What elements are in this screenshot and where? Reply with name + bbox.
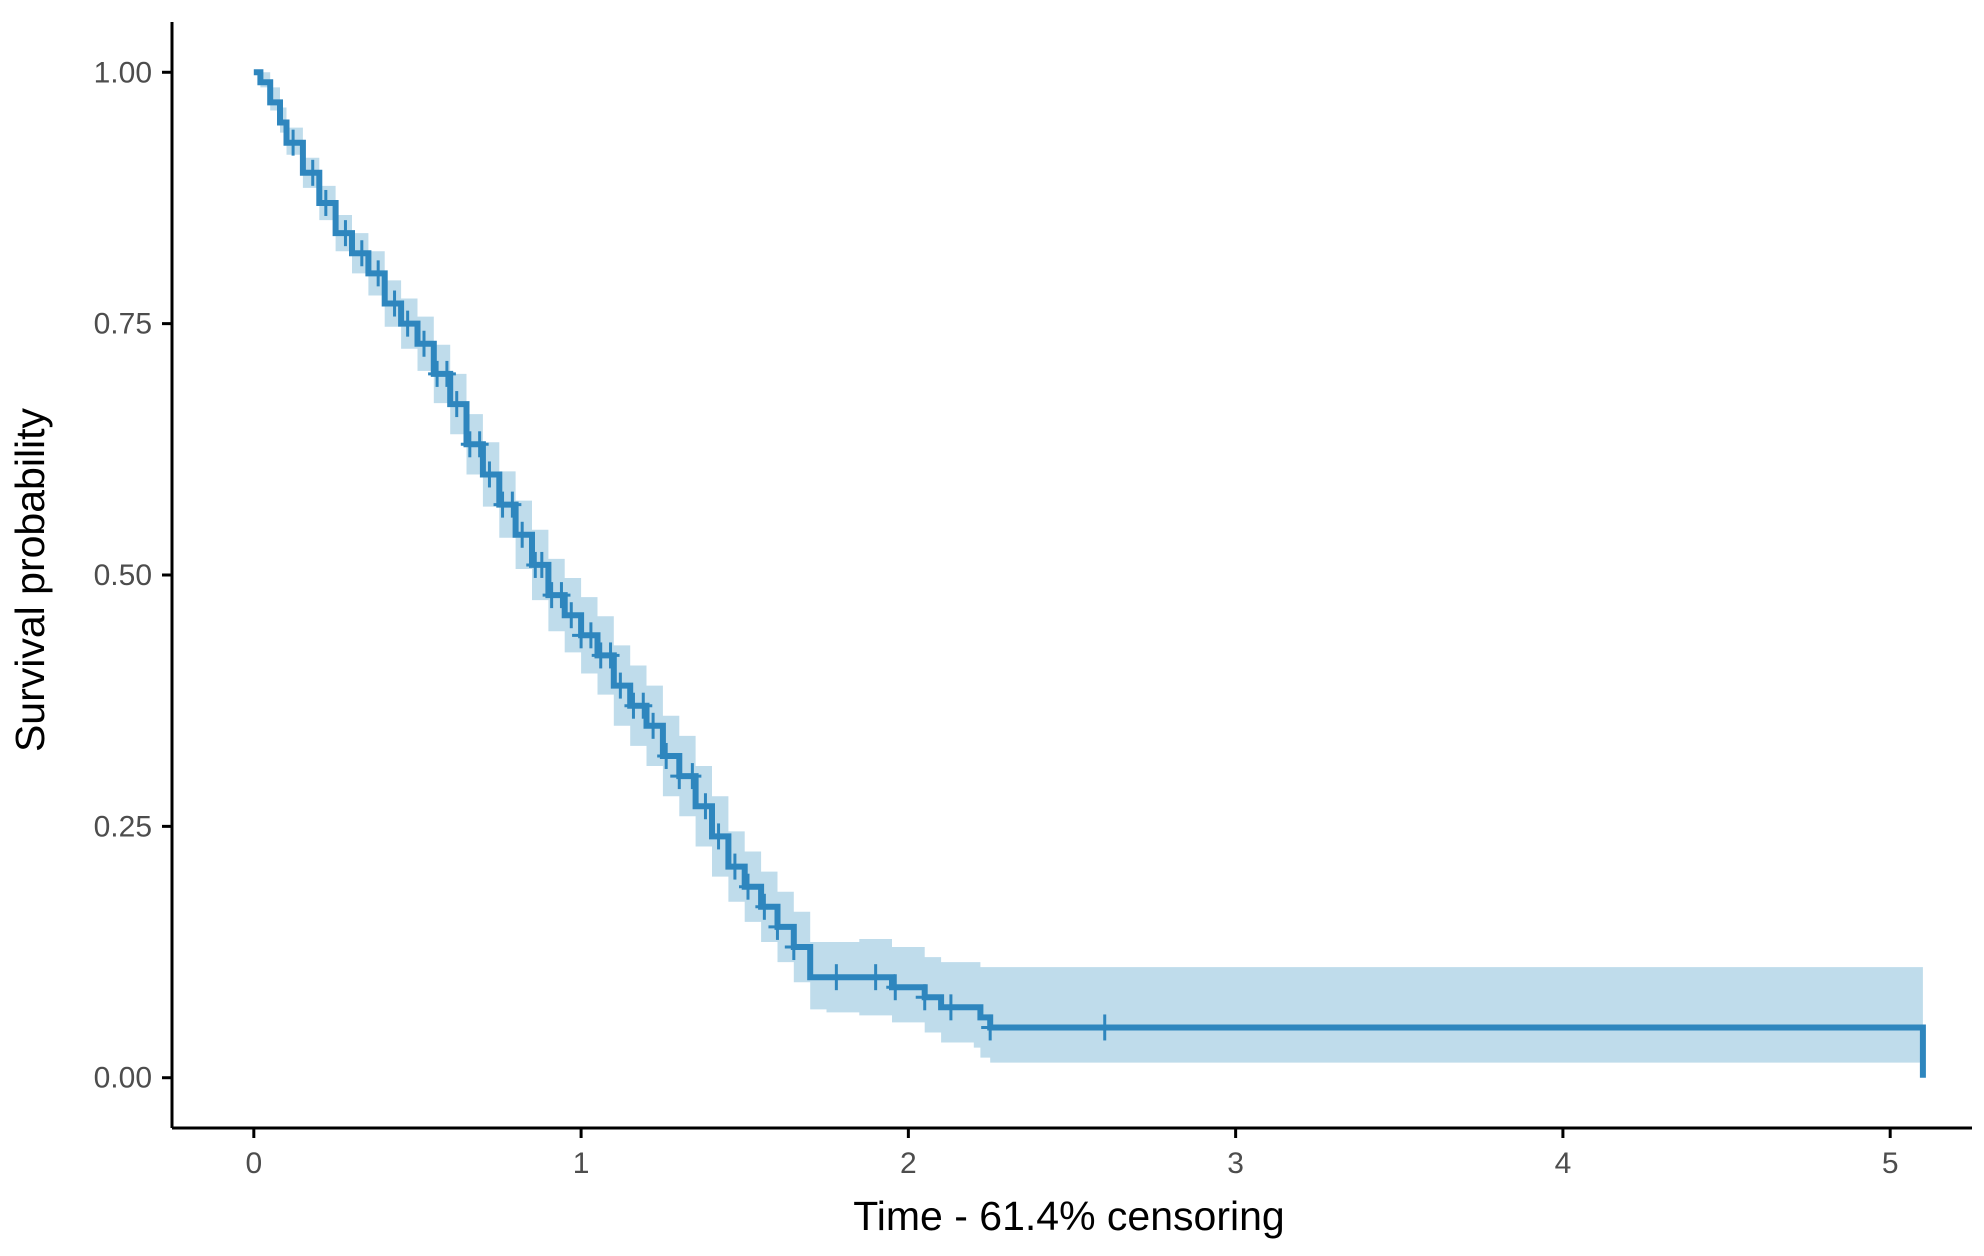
axes-layer: 0 1 2 3 4 5 0.00 0.25 0.50 0.75 1.00 (94, 22, 1972, 1180)
x-tick-label: 5 (1882, 1147, 1899, 1180)
y-tick-label: 1.00 (94, 56, 152, 89)
censor-mark (611, 672, 630, 699)
survival-curve (253, 69, 1926, 1078)
censor-mark (601, 642, 620, 669)
confidence-band (253, 72, 1923, 1063)
censor-mark (415, 330, 433, 357)
x-tick-label: 3 (1227, 1147, 1244, 1180)
censor-mark (683, 763, 702, 790)
censor-mark (470, 431, 489, 458)
censor-mark (634, 692, 653, 719)
y-tick-label: 0.75 (94, 308, 152, 341)
y-axis-title: Survival probability (7, 407, 53, 752)
censor-mark (739, 873, 757, 900)
censor-mark (437, 360, 456, 387)
censor-mark (480, 461, 499, 488)
censor-mark (398, 310, 417, 337)
censor-mark (657, 742, 676, 769)
censor-marks-layer (284, 129, 1114, 1041)
censor-mark (696, 793, 715, 820)
censor-mark (941, 994, 960, 1021)
censor-mark (644, 712, 663, 739)
censor-mark (562, 602, 581, 629)
censor-mark (827, 964, 846, 991)
censor-mark (352, 240, 371, 267)
x-tick-label: 0 (245, 1147, 262, 1180)
y-tick-label: 0.00 (94, 1062, 152, 1095)
x-axis-title: Time - 61.4% censoring (853, 1193, 1284, 1239)
censor-mark (886, 974, 905, 1001)
x-tick-label: 4 (1555, 1147, 1572, 1180)
censor-mark (316, 189, 335, 216)
censor-mark (915, 984, 934, 1011)
censor-mark (303, 159, 322, 186)
censor-mark (503, 491, 522, 518)
censor-mark (552, 582, 571, 609)
censor-mark (768, 913, 787, 940)
censor-mark (581, 622, 600, 649)
confidence-band-layer (253, 72, 1923, 1063)
censor-mark (447, 391, 466, 418)
censor-mark (336, 220, 355, 247)
censor-mark (725, 853, 744, 880)
y-tick-label: 0.25 (94, 810, 152, 843)
survival-curve-layer (253, 69, 1926, 1078)
censor-mark (513, 521, 532, 548)
censor-mark (784, 934, 803, 961)
censor-mark (709, 823, 728, 850)
x-tick-label: 1 (573, 1147, 590, 1180)
x-tick-label: 2 (900, 1147, 917, 1180)
y-tick-label: 0.50 (94, 559, 152, 592)
censor-mark (532, 551, 551, 578)
censor-mark (981, 1014, 1000, 1041)
censor-mark (866, 964, 885, 991)
censor-mark (385, 290, 404, 317)
censor-mark (755, 893, 774, 920)
censor-mark (369, 260, 388, 287)
censor-mark (1095, 1014, 1114, 1041)
censor-mark (284, 129, 303, 156)
